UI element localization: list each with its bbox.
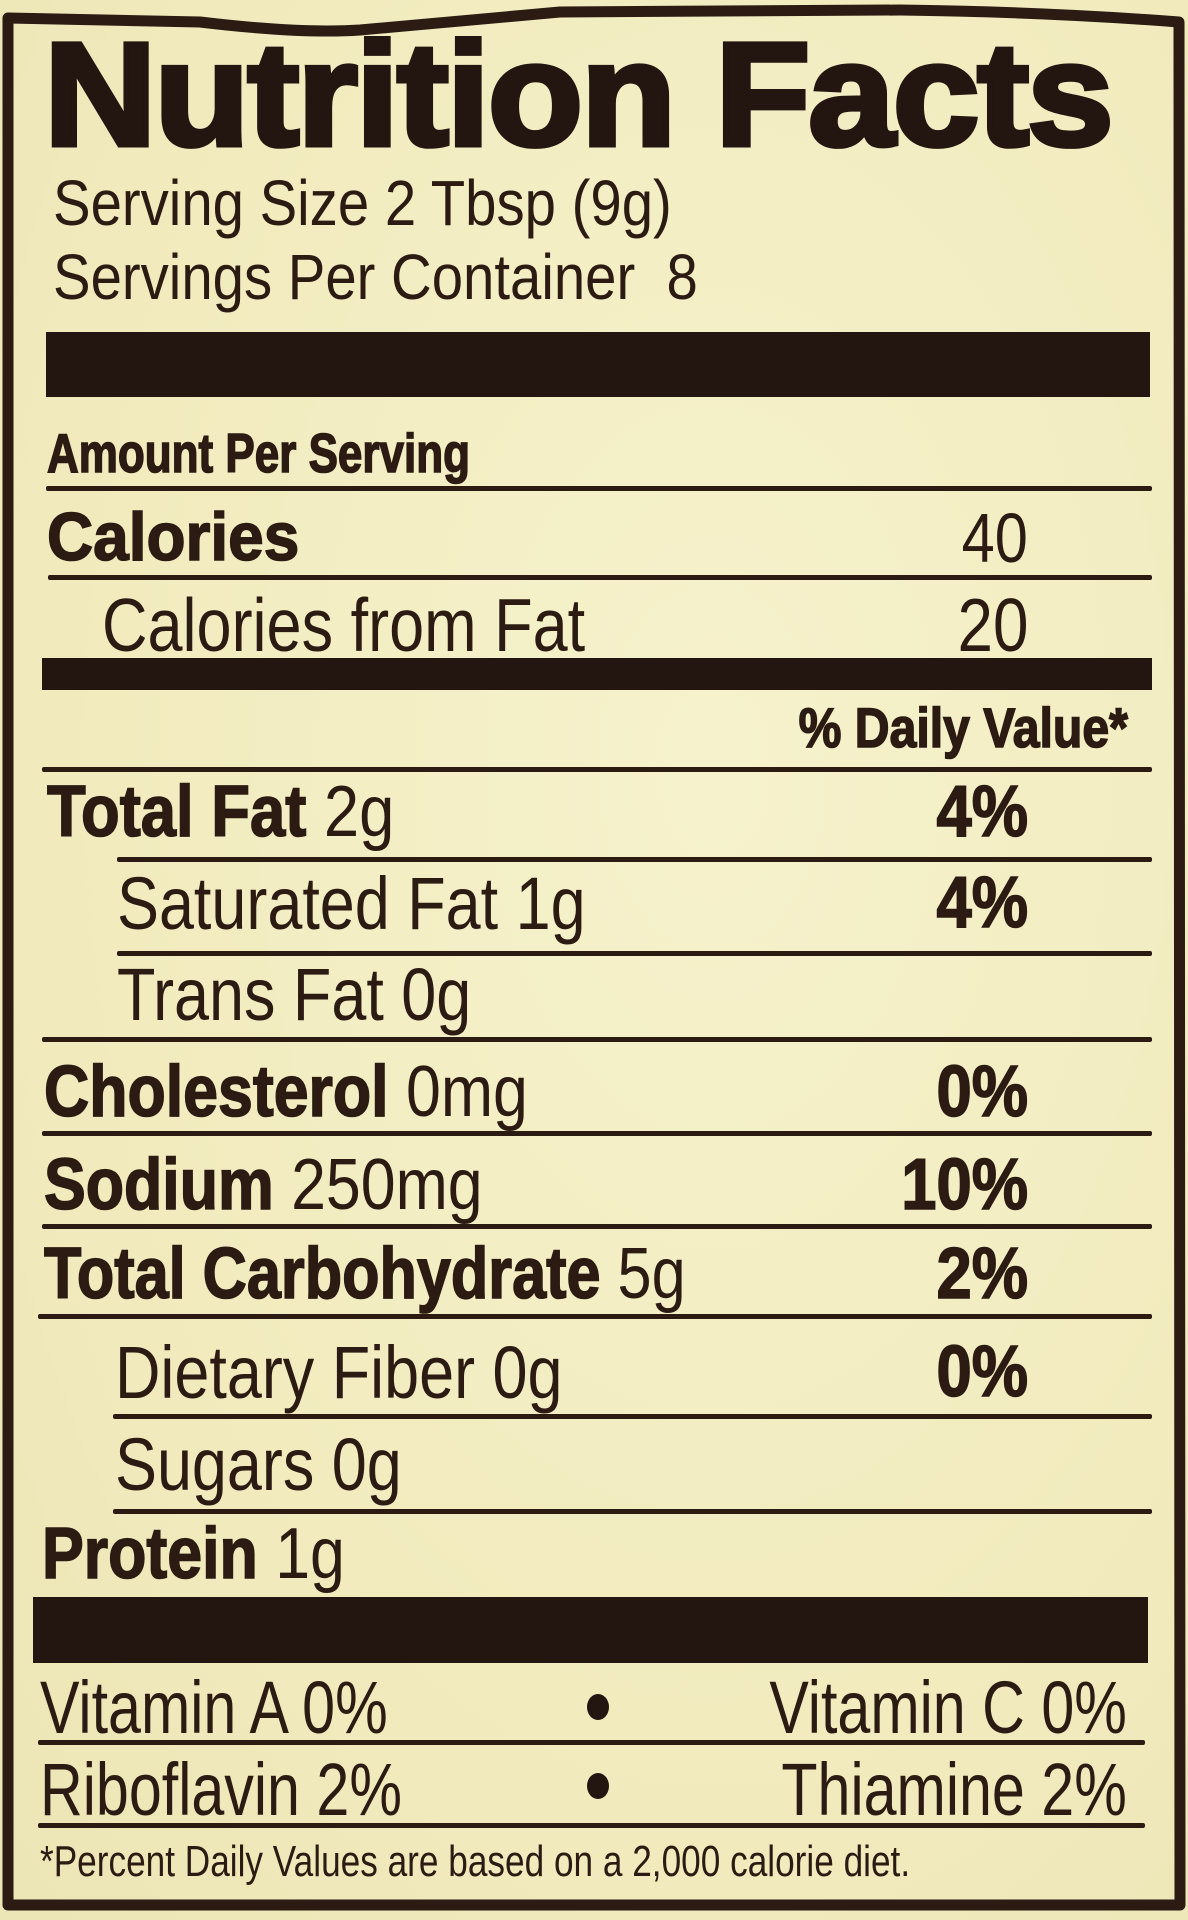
divider: [42, 767, 1152, 772]
calories-label: Calories: [46, 499, 300, 575]
nutrient-amount: 5g: [600, 1234, 686, 1314]
nutrient-name: Sugars: [115, 1423, 315, 1506]
nutrient-name: Trans Fat: [117, 953, 384, 1036]
divider: [46, 486, 1152, 491]
thick-divider-1: [46, 332, 1150, 397]
thick-divider-2: [42, 658, 1152, 690]
nutrient-amount: 0g: [475, 1331, 563, 1414]
divider: [38, 1740, 1145, 1745]
nutrient-amount: 2g: [306, 772, 395, 852]
nutrient-row-dietary-fiber: Dietary Fiber 0g: [115, 1336, 562, 1410]
vitamin-c: Vitamin C 0%: [769, 1666, 1127, 1749]
thick-divider-3: [33, 1597, 1148, 1663]
divider-indented: [117, 857, 1152, 862]
nutrient-name: Total Carbohydrate: [43, 1234, 601, 1314]
riboflavin: Riboflavin 2%: [40, 1748, 402, 1831]
daily-value-header: % Daily Value*: [798, 696, 1129, 759]
nutrient-amount: 250mg: [273, 1145, 483, 1225]
nutrient-row-cholesterol: Cholesterol 0mg: [43, 1055, 528, 1129]
nutrient-name: Dietary Fiber: [115, 1331, 476, 1414]
divider: [42, 1224, 1152, 1229]
divider-indented: [113, 1414, 1152, 1419]
divider-indented: [113, 1509, 1152, 1514]
nutrient-dv: 10%: [900, 1145, 1028, 1225]
nutrient-amount: 0mg: [388, 1052, 528, 1132]
label-title: Nutrition Facts: [41, 13, 1116, 177]
nutrient-name: Cholesterol: [43, 1052, 389, 1132]
nutrient-row-saturated-fat: Saturated Fat 1g: [117, 867, 586, 941]
nutrient-row-total-fat: Total Fat 2g: [46, 775, 394, 849]
nutrient-row-sodium: Sodium 250mg: [43, 1148, 482, 1222]
divider: [38, 1314, 1152, 1319]
calories-from-fat-label: Calories from Fat: [102, 583, 586, 667]
nutrient-name: Sodium: [43, 1145, 274, 1225]
nutrient-amount: 0g: [383, 953, 472, 1036]
amount-per-serving: Amount Per Serving: [46, 422, 470, 484]
divider: [42, 1131, 1152, 1136]
calories-from-fat-value: 20: [957, 583, 1028, 667]
nutrient-dv: 4%: [936, 772, 1029, 852]
nutrient-name: Saturated Fat: [117, 862, 499, 945]
servings-per-container: Servings Per Container 8: [53, 241, 698, 313]
nutrient-dv: 0%: [936, 1332, 1029, 1412]
divider: [42, 1037, 1152, 1042]
footnote: *Percent Daily Values are based on a 2,0…: [40, 1837, 911, 1886]
divider-indented: [117, 951, 1152, 956]
vitamin-a: Vitamin A 0%: [40, 1666, 388, 1749]
nutrient-row-sugars: Sugars 0g: [115, 1428, 402, 1502]
nutrient-dv: 2%: [936, 1234, 1029, 1314]
thiamine: Thiamine 2%: [781, 1748, 1127, 1831]
bullet-icon: [587, 1694, 609, 1720]
divider: [48, 575, 1152, 580]
nutrient-row-trans-fat: Trans Fat 0g: [117, 958, 471, 1032]
nutrient-amount: 1g: [257, 1514, 345, 1594]
calories-value: 40: [961, 499, 1028, 577]
serving-size: Serving Size 2 Tbsp (9g): [53, 167, 672, 239]
nutrient-dv: 4%: [936, 863, 1029, 943]
divider: [38, 1823, 1145, 1828]
nutrient-name: Protein: [41, 1514, 258, 1594]
nutrient-dv: 0%: [936, 1052, 1029, 1132]
nutrient-row-protein: Protein 1g: [41, 1517, 345, 1591]
nutrient-row-total-carbohydrate: Total Carbohydrate 5g: [43, 1237, 685, 1311]
nutrient-amount: 0g: [314, 1423, 402, 1506]
nutrient-name: Total Fat: [46, 772, 307, 852]
nutrient-amount: 1g: [498, 862, 586, 945]
bullet-icon: [587, 1773, 609, 1799]
